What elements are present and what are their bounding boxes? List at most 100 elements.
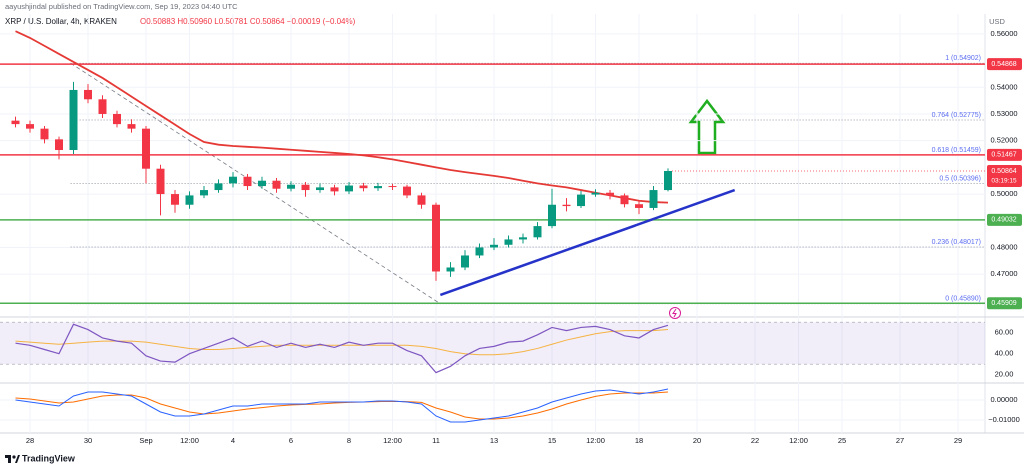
x-tick-label: 25	[838, 436, 846, 445]
fib-label: 0.618 (0.51459)	[932, 147, 981, 154]
ohlc: O0.50883 H0.50960 L0.50781 C0.50864 −0.0…	[140, 17, 356, 26]
x-tick-label: 20	[693, 436, 701, 445]
price-level-label: 0.49032	[991, 217, 1016, 224]
price-level-label: 0.45909	[991, 300, 1016, 307]
fib-label: 0.5 (0.50396)	[939, 175, 981, 182]
x-tick-label: 4	[231, 436, 235, 445]
candle-body	[490, 244, 498, 248]
x-tick-label: 15	[548, 436, 556, 445]
up-arrow	[688, 98, 726, 155]
candle-body	[620, 195, 629, 205]
x-tick-label: 28	[26, 436, 34, 445]
fib-label: 1 (0.54902)	[945, 55, 981, 62]
candle-body	[461, 255, 469, 268]
candle-body	[533, 226, 542, 238]
logo-shape	[12, 455, 16, 459]
candle-body	[577, 194, 585, 207]
price-level-tag	[987, 297, 1022, 310]
footer-logo-text: TradingView	[22, 453, 76, 463]
candle-body	[185, 195, 194, 205]
rsi-tick-label: 20.00	[995, 370, 1014, 379]
y-tick-label: 0.56000	[990, 29, 1017, 38]
candle-body	[606, 192, 614, 196]
symbol: XRP / U.S. Dollar, 4h, KRAKEN	[5, 17, 117, 26]
candle-body	[519, 237, 527, 240]
author-line: aayushjindal published on TradingView.co…	[5, 2, 238, 11]
x-tick-label: 12:00	[789, 436, 808, 445]
price-level-tag	[987, 148, 1022, 161]
candle-body	[388, 186, 397, 188]
countdown: 03:19:15	[991, 178, 1017, 185]
x-tick-label: 22	[751, 436, 759, 445]
x-tick-label: 12:00	[586, 436, 605, 445]
candle-body	[446, 267, 455, 272]
candle-body	[287, 184, 295, 189]
y-tick-label: 0.48000	[990, 242, 1017, 251]
rsi-band	[0, 322, 985, 365]
alert-icon-bolt	[672, 308, 677, 318]
candle-body	[504, 239, 513, 245]
y-tick-label: 0.50000	[990, 189, 1017, 198]
price-level-label: 0.54868	[991, 61, 1016, 68]
logo-shape	[8, 455, 11, 463]
price-level-label: 0.51467	[991, 152, 1016, 159]
x-tick-label: 13	[490, 436, 498, 445]
x-tick-label: 8	[347, 436, 351, 445]
x-tick-label: 6	[289, 436, 293, 445]
x-tick-label: 30	[84, 436, 92, 445]
candle-body	[258, 180, 266, 187]
y-tick-label: 0.47000	[990, 269, 1017, 278]
x-tick-label: 27	[896, 436, 904, 445]
candle-body	[417, 195, 426, 205]
fib-label: 0 (0.45890)	[945, 296, 981, 303]
fib-label: 0.764 (0.52775)	[932, 112, 981, 119]
candle-body	[113, 113, 121, 125]
y-tick-label: 0.52000	[990, 136, 1017, 145]
x-tick-label: 18	[635, 436, 643, 445]
candle-body	[11, 120, 20, 125]
rsi-line	[15, 323, 669, 374]
candle-body	[243, 176, 252, 187]
price-level-tag	[987, 58, 1022, 71]
candle-body	[330, 187, 339, 192]
fib-label: 0.236 (0.48017)	[932, 239, 981, 246]
candle-body	[40, 128, 49, 140]
candle-body	[301, 184, 310, 191]
moving-average	[15, 30, 669, 204]
candle-body	[272, 180, 281, 189]
footer-logo	[5, 455, 20, 463]
candle-body	[156, 168, 165, 195]
currency: USD	[989, 17, 1005, 26]
macd-line	[15, 388, 669, 423]
y-tick-label: 0.54000	[990, 82, 1017, 91]
candle-body	[475, 247, 484, 256]
x-tick-label: 29	[954, 436, 962, 445]
fib-diagonal	[70, 62, 441, 305]
macd-tick-label: −0.01000	[988, 415, 1020, 424]
candle-body	[345, 185, 353, 192]
candle-body	[664, 170, 672, 191]
candle-body	[142, 128, 150, 169]
logo-shape	[15, 455, 20, 463]
candle-body	[635, 204, 643, 208]
candle-body	[171, 194, 179, 205]
candle-body	[84, 89, 92, 100]
rsi-tick-label: 60.00	[995, 328, 1014, 337]
candle-body	[403, 186, 411, 196]
y-tick-label: 0.53000	[990, 109, 1017, 118]
candle-body	[649, 190, 658, 208]
candle-body	[359, 185, 368, 189]
candle-body	[316, 187, 324, 191]
candle-body	[98, 99, 107, 114]
candle-body	[548, 204, 556, 227]
candle-body	[69, 89, 78, 151]
candle-body	[432, 204, 440, 272]
candle-body	[374, 186, 382, 189]
last-price-label: 0.50864	[991, 168, 1016, 175]
price-level-tag	[987, 213, 1022, 226]
candle-body	[26, 124, 34, 129]
candle-body	[200, 190, 208, 196]
